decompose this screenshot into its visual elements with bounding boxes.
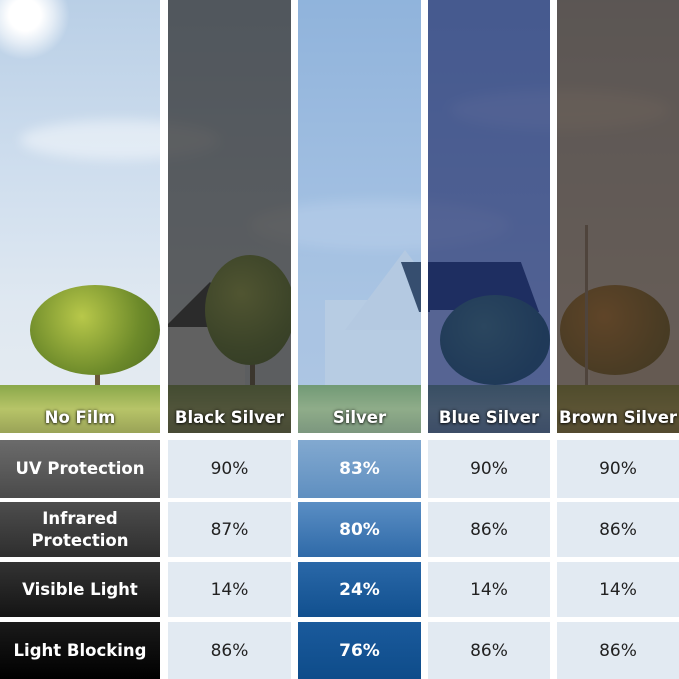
- table-cell: 86%: [428, 502, 550, 557]
- column-blue-silver: Blue Silver: [428, 0, 550, 433]
- row-label: UV Protection: [0, 440, 160, 498]
- row-label: Infrared Protection: [0, 502, 160, 557]
- column-black-silver: Black Silver: [168, 0, 291, 433]
- row-label: Visible Light: [0, 562, 160, 617]
- table-cell: 87%: [168, 502, 291, 557]
- table-cell: 86%: [428, 622, 550, 679]
- column-silver: Silver: [298, 0, 421, 433]
- table-cell: 76%: [298, 622, 421, 679]
- column-no-film: No Film: [0, 0, 160, 433]
- table-cell: 83%: [298, 440, 421, 498]
- divider: [160, 0, 168, 679]
- table-cell: 14%: [428, 562, 550, 617]
- row-label: Light Blocking: [0, 622, 160, 679]
- table-cell: 90%: [557, 440, 679, 498]
- table-cell: 86%: [557, 622, 679, 679]
- divider: [421, 0, 428, 679]
- column-brown-silver: Brown Silver: [557, 0, 679, 433]
- divider: [291, 0, 298, 679]
- column-label: Silver: [332, 408, 387, 427]
- table-cell: 90%: [428, 440, 550, 498]
- column-label: Blue Silver: [438, 408, 540, 427]
- table-cell: 14%: [557, 562, 679, 617]
- table-cell: 80%: [298, 502, 421, 557]
- table-cell: 86%: [168, 622, 291, 679]
- column-label: Brown Silver: [558, 408, 678, 427]
- column-label: Black Silver: [174, 408, 285, 427]
- table-cell: 90%: [168, 440, 291, 498]
- tree: [30, 285, 160, 375]
- table-cell: 86%: [557, 502, 679, 557]
- divider: [550, 0, 557, 679]
- column-label: No Film: [44, 408, 116, 427]
- table-cell: 14%: [168, 562, 291, 617]
- table-cell: 24%: [298, 562, 421, 617]
